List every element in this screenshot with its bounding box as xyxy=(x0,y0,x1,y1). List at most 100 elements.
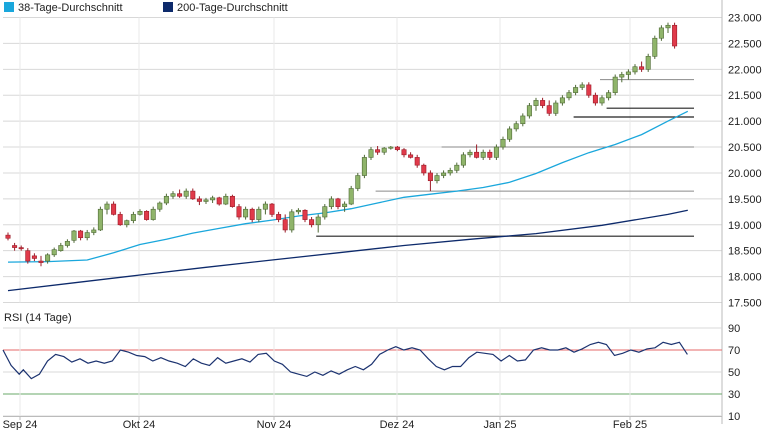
candle xyxy=(355,172,361,192)
candle xyxy=(124,219,130,228)
candle xyxy=(652,35,658,59)
candle xyxy=(474,144,480,159)
candle-body-down xyxy=(5,234,11,239)
candle-body-up xyxy=(612,76,618,93)
candle xyxy=(335,197,341,210)
price-tick-label: 22.000 xyxy=(728,64,762,76)
candle-body-up xyxy=(150,208,156,220)
candle-body-down xyxy=(592,94,598,104)
candle xyxy=(526,103,532,119)
candle-body-down xyxy=(427,172,433,182)
candle xyxy=(665,22,671,34)
candle xyxy=(137,209,143,216)
candle-body-up xyxy=(84,232,90,239)
candle-body-up xyxy=(579,84,585,88)
candle-body-up xyxy=(342,203,348,207)
legend-swatch-ma200 xyxy=(163,2,173,12)
candle-body-up xyxy=(526,105,532,117)
legend-label-ma38: 38-Tage-Durchschnitt xyxy=(18,2,123,14)
price-tick-label: 18.500 xyxy=(728,246,762,258)
candle xyxy=(487,149,493,160)
candle-body-up xyxy=(97,208,103,231)
candle xyxy=(309,217,315,228)
candle-body-up xyxy=(652,37,658,57)
candle xyxy=(381,147,387,155)
candle-body-down xyxy=(414,157,420,166)
candle xyxy=(533,97,539,111)
candle xyxy=(434,172,440,184)
candle xyxy=(612,74,618,96)
x-tick-label: Nov 24 xyxy=(257,419,292,430)
rsi-line xyxy=(2,341,688,380)
candle-body-down xyxy=(177,193,183,197)
x-tick-label: Jan 25 xyxy=(483,419,516,430)
candle xyxy=(170,191,176,199)
rsi-tick-label: 50 xyxy=(728,367,740,379)
candle xyxy=(210,195,216,204)
candle-body-up xyxy=(137,211,143,215)
candle-body-up xyxy=(625,71,631,75)
rsi-tick-label: 70 xyxy=(728,345,740,357)
candle xyxy=(243,206,249,220)
candle-body-down xyxy=(111,203,117,215)
candle xyxy=(25,248,31,264)
candle xyxy=(216,196,222,206)
candle-body-up xyxy=(454,164,460,171)
candle-body-down xyxy=(302,209,308,220)
candle-body-down xyxy=(639,66,645,70)
candle-body-down xyxy=(546,105,552,114)
price-tick-label: 21.000 xyxy=(728,116,762,128)
candle-body-down xyxy=(12,245,18,248)
candle-body-down xyxy=(672,24,678,47)
x-tick-label: Okt 24 xyxy=(123,419,155,430)
candle-body-up xyxy=(441,172,447,176)
legend-label-ma200: 200-Tage-Durchschnitt xyxy=(177,2,288,14)
candle xyxy=(520,113,526,127)
candle xyxy=(586,82,592,98)
candle xyxy=(460,152,466,168)
candle xyxy=(421,163,427,176)
price-y-axis: 23.000 22.500 22.000 21.500 21.000 20.500 20.0… xyxy=(721,0,762,424)
candle xyxy=(672,22,678,49)
candle-body-down xyxy=(196,198,202,202)
candle-body-up xyxy=(256,208,262,220)
candle xyxy=(64,239,70,248)
candle-body-up xyxy=(599,97,605,104)
candle xyxy=(150,206,156,221)
candle xyxy=(599,95,605,106)
candle-body-down xyxy=(421,164,427,174)
candle-body-down xyxy=(335,198,341,207)
candle-body-up xyxy=(64,241,70,246)
candle-body-down xyxy=(394,146,400,150)
candle xyxy=(104,201,110,215)
candle xyxy=(269,203,275,217)
candle-body-down xyxy=(216,197,222,205)
candle xyxy=(368,147,374,160)
candle-body-down xyxy=(309,219,315,226)
price-tick-label: 17.500 xyxy=(728,298,762,310)
candle xyxy=(97,206,103,231)
candle-body-down xyxy=(401,149,407,156)
price-tick-label: 22.500 xyxy=(728,38,762,50)
candle xyxy=(394,146,400,152)
candle xyxy=(196,196,202,206)
legend: 38-Tage-Durchschnitt 200-Tage-Durchschni… xyxy=(4,2,288,14)
candle xyxy=(163,193,169,206)
rsi-tick-label: 90 xyxy=(728,323,740,335)
candle-body-down xyxy=(276,214,282,220)
candle-body-up xyxy=(328,198,334,207)
candle-body-down xyxy=(78,230,84,239)
candle xyxy=(467,149,473,158)
candle-body-up xyxy=(606,92,612,99)
candle-body-down xyxy=(117,214,123,226)
candle-body-up xyxy=(507,128,513,140)
candle-body-up xyxy=(322,206,328,218)
candle xyxy=(573,84,579,96)
candles xyxy=(5,22,678,267)
candle-body-down xyxy=(31,255,37,259)
price-tick-label: 18.000 xyxy=(728,272,762,284)
candle xyxy=(289,209,295,233)
candle-body-up xyxy=(130,214,136,221)
candle xyxy=(619,71,625,83)
